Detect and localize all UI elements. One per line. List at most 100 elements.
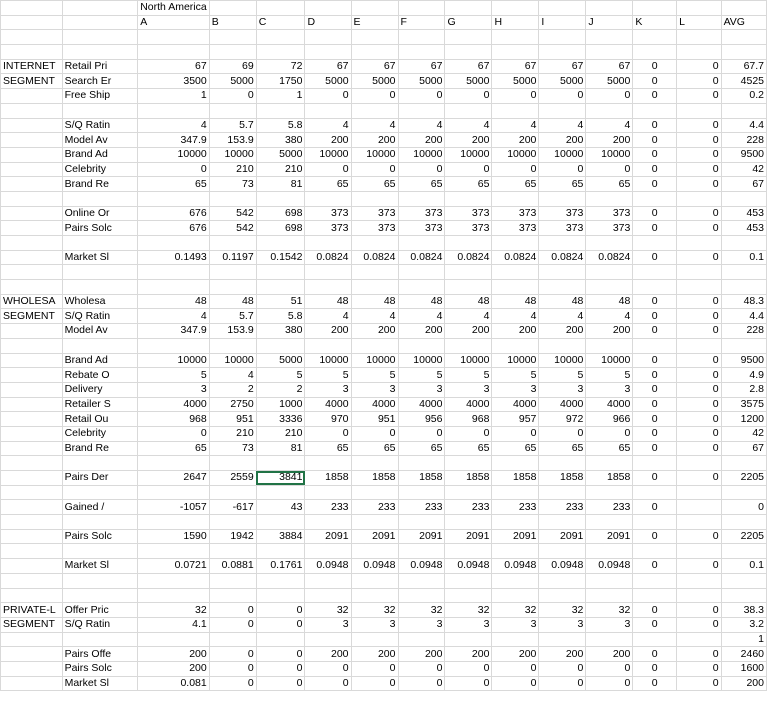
cell[interactable]: 65 (585, 440, 634, 457)
cell[interactable]: 4 (350, 308, 399, 325)
cell[interactable]: 3 (538, 381, 587, 398)
cell[interactable]: 200 (397, 646, 446, 662)
cell[interactable] (397, 572, 446, 589)
cell[interactable]: 5000 (585, 73, 634, 90)
row-label[interactable]: Model Av (61, 132, 139, 148)
cell[interactable]: 3 (585, 381, 634, 398)
cell[interactable] (61, 455, 139, 471)
cell[interactable]: 957 (491, 411, 540, 427)
cell[interactable] (538, 190, 587, 207)
cell[interactable]: 51 (255, 293, 306, 310)
cell[interactable]: 48 (538, 293, 587, 310)
cell[interactable]: 65 (137, 440, 210, 457)
cell[interactable] (720, 0, 767, 16)
cell[interactable]: 0 (444, 425, 493, 442)
cell[interactable]: 4 (538, 308, 587, 325)
cell[interactable] (61, 543, 139, 560)
cell[interactable]: 968 (444, 411, 493, 427)
cell[interactable]: 0 (632, 558, 678, 574)
cell[interactable] (0, 29, 63, 46)
cell[interactable]: 0 (304, 161, 352, 178)
cell[interactable] (137, 572, 210, 589)
cell[interactable]: 10000 (397, 146, 446, 163)
cell[interactable]: 200 (491, 323, 540, 339)
cell[interactable]: 4 (491, 117, 540, 134)
cell[interactable]: 0 (676, 470, 722, 486)
cell[interactable] (137, 44, 210, 60)
cell[interactable] (632, 572, 678, 589)
cell[interactable]: 5 (585, 367, 634, 383)
cell[interactable] (720, 572, 767, 589)
cell[interactable]: 0 (632, 425, 678, 442)
cell[interactable] (720, 514, 767, 530)
cell[interactable] (676, 264, 722, 281)
cell[interactable] (304, 631, 352, 648)
cell[interactable]: 4.9 (720, 367, 767, 383)
cell[interactable] (444, 279, 493, 295)
cell[interactable] (720, 44, 767, 60)
cell[interactable]: 0.0948 (304, 558, 352, 574)
cell[interactable] (585, 235, 634, 251)
cell[interactable]: 10000 (304, 146, 352, 163)
cell[interactable]: 0.0824 (397, 249, 446, 266)
cell[interactable]: 3 (304, 381, 352, 398)
row-label[interactable]: Retail Ou (61, 411, 139, 427)
cell[interactable] (676, 631, 722, 648)
cell[interactable]: 373 (397, 205, 446, 222)
cell[interactable]: 373 (538, 205, 587, 222)
cell[interactable]: 380 (255, 323, 306, 339)
cell[interactable] (491, 543, 540, 560)
segment-label[interactable] (0, 558, 63, 574)
cell[interactable]: 233 (444, 499, 493, 516)
cell[interactable]: 0 (208, 675, 257, 692)
cell[interactable]: 0 (720, 499, 767, 516)
cell[interactable] (491, 29, 540, 46)
cell[interactable]: 210 (255, 161, 306, 178)
cell[interactable] (304, 190, 352, 207)
cell[interactable]: 10000 (444, 352, 493, 369)
cell[interactable]: 32 (491, 602, 540, 618)
cell[interactable]: 200 (444, 646, 493, 662)
cell[interactable] (585, 455, 634, 471)
cell[interactable] (676, 279, 722, 295)
cell[interactable]: 0 (538, 675, 587, 692)
cell[interactable] (350, 543, 399, 560)
cell[interactable]: 42 (720, 425, 767, 442)
cell[interactable]: 3.2 (720, 616, 767, 633)
cell[interactable]: 1200 (720, 411, 767, 427)
cell[interactable]: 4000 (491, 396, 540, 413)
cell[interactable]: 4 (397, 117, 446, 134)
cell[interactable] (255, 44, 306, 60)
cell[interactable]: 0 (632, 660, 678, 677)
cell[interactable] (632, 543, 678, 560)
cell[interactable] (304, 514, 352, 530)
cell[interactable]: 3 (538, 616, 587, 633)
cell[interactable] (585, 102, 634, 119)
cell[interactable]: 65 (397, 176, 446, 192)
segment-label[interactable] (0, 352, 63, 369)
cell[interactable]: 0 (676, 323, 722, 339)
cell[interactable]: 65 (137, 176, 210, 192)
cell[interactable] (491, 484, 540, 501)
cell[interactable]: 453 (720, 205, 767, 222)
cell[interactable]: 73 (208, 176, 257, 192)
cell[interactable] (61, 514, 139, 530)
cell[interactable]: 380 (255, 132, 306, 148)
cell[interactable]: 0 (397, 425, 446, 442)
cell[interactable] (0, 337, 63, 354)
row-label[interactable]: Pairs Solc (61, 220, 139, 236)
cell[interactable]: 373 (585, 205, 634, 222)
cell[interactable] (208, 29, 257, 46)
cell[interactable]: 67 (720, 176, 767, 192)
cell[interactable]: 210 (208, 425, 257, 442)
cell[interactable]: 0 (444, 675, 493, 692)
cell[interactable] (137, 264, 210, 281)
cell[interactable] (304, 29, 352, 46)
cell[interactable]: 0 (676, 616, 722, 633)
cell[interactable]: 0 (676, 367, 722, 383)
cell[interactable] (720, 235, 767, 251)
cell[interactable]: 65 (304, 440, 352, 457)
cell[interactable]: 200 (491, 646, 540, 662)
cell[interactable]: 0.0948 (397, 558, 446, 574)
cell[interactable]: 9500 (720, 146, 767, 163)
